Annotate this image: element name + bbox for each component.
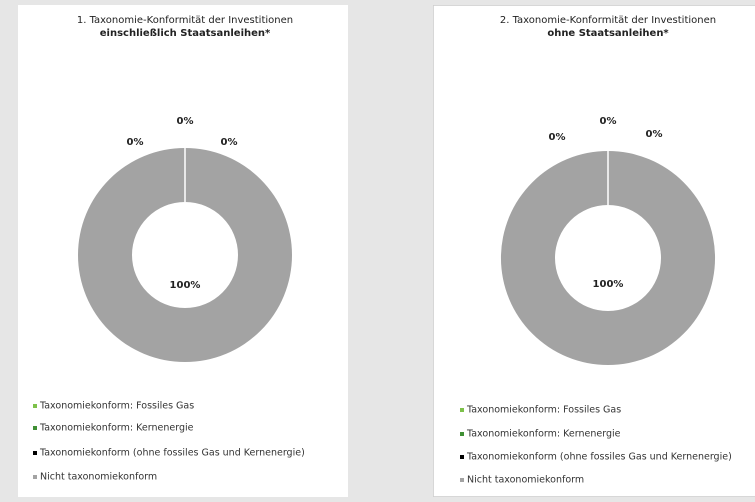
donut-slice bbox=[78, 148, 292, 362]
legend-marker bbox=[33, 451, 37, 455]
data-label: 0% bbox=[177, 116, 194, 127]
legend-label: Taxonomiekonform: Fossiles Gas bbox=[466, 405, 621, 416]
chart-title: 2. Taxonomie-Konformität der Investition… bbox=[500, 15, 716, 26]
legend-label: Taxonomiekonform (ohne fossiles Gas und … bbox=[39, 448, 305, 459]
legend-label: Nicht taxonomiekonform bbox=[467, 475, 584, 486]
legend-label: Nicht taxonomiekonform bbox=[40, 472, 157, 483]
data-label: 100% bbox=[593, 279, 624, 290]
legend-marker bbox=[33, 404, 37, 408]
donut-slice bbox=[500, 150, 716, 365]
legend-label: Taxonomiekonform: Kernenergie bbox=[39, 423, 194, 434]
data-label: 0% bbox=[221, 137, 238, 148]
data-label: 0% bbox=[646, 129, 663, 140]
legend-marker bbox=[460, 408, 464, 412]
legend-marker bbox=[33, 426, 37, 430]
chart-subtitle: ohne Staatsanleihen* bbox=[547, 28, 669, 39]
legend-marker bbox=[33, 475, 37, 479]
legend-marker bbox=[460, 478, 464, 482]
data-label: 100% bbox=[170, 280, 201, 291]
data-label: 0% bbox=[127, 137, 144, 148]
panel bbox=[18, 5, 348, 497]
chart-title: 1. Taxonomie-Konformität der Investition… bbox=[77, 15, 293, 26]
legend-marker bbox=[460, 432, 464, 436]
data-label: 0% bbox=[549, 132, 566, 143]
legend-marker bbox=[460, 455, 464, 459]
legend-label: Taxonomiekonform: Kernenergie bbox=[466, 429, 621, 440]
data-label: 0% bbox=[600, 116, 617, 127]
chart-subtitle: einschließlich Staatsanleihen* bbox=[100, 28, 271, 39]
legend-label: Taxonomiekonform (ohne fossiles Gas und … bbox=[466, 452, 732, 463]
legend-label: Taxonomiekonform: Fossiles Gas bbox=[39, 401, 194, 412]
